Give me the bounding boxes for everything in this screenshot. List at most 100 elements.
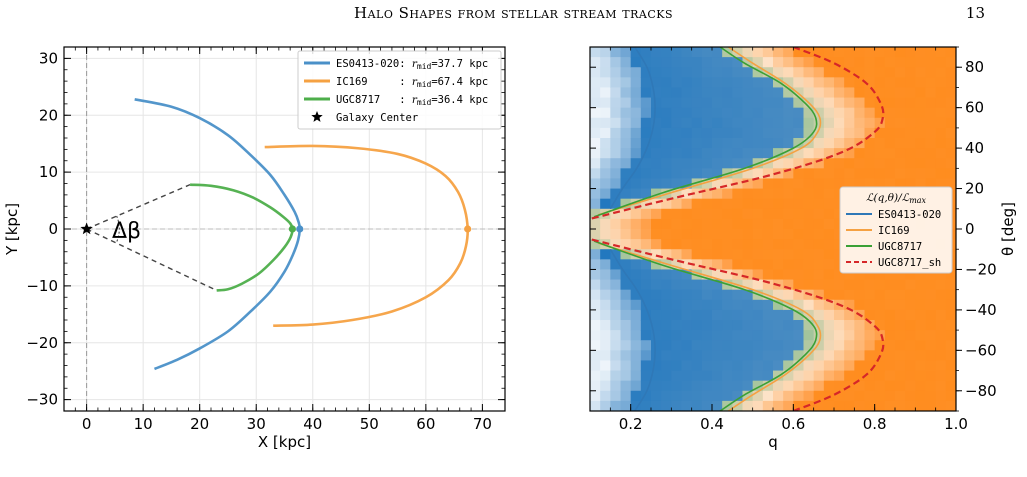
- heatmap-cell: [701, 370, 713, 382]
- legend-name-es0413: ES0413-020:: [336, 58, 412, 70]
- left-guides: [64, 47, 505, 411]
- heatmap-cell: [600, 400, 611, 411]
- heatmap-cell: [823, 117, 835, 129]
- heatmap-cell: [651, 107, 662, 119]
- heatmap-cell: [732, 330, 744, 341]
- heatmap-cell: [651, 188, 662, 200]
- heatmap-cell: [854, 320, 866, 331]
- heatmap-cell: [661, 320, 672, 331]
- heatmap-cell: [773, 107, 784, 119]
- heatmap-cell: [610, 127, 622, 139]
- heatmap-cell: [661, 299, 672, 311]
- heatmap-cell: [712, 47, 723, 58]
- heatmap-cell: [600, 87, 611, 99]
- heatmap-cell: [712, 148, 723, 159]
- heatmap-cell: [854, 178, 866, 190]
- heatmap-cell: [722, 380, 733, 392]
- heatmap-cell: [681, 57, 693, 68]
- heatmap-cell: [773, 67, 784, 78]
- heatmap-cell: [762, 127, 774, 139]
- heatmap-cell: [864, 158, 876, 169]
- heatmap-cell: [834, 360, 845, 372]
- heatmap-cell: [742, 138, 754, 149]
- heatmap-cell: [701, 350, 713, 362]
- heatmap-cell: [590, 320, 601, 331]
- heatmap-cell: [712, 117, 723, 129]
- heatmap-cell: [783, 218, 794, 230]
- heatmap-cell: [884, 178, 896, 190]
- heatmap-cell: [640, 229, 652, 240]
- heatmap-cell: [742, 47, 754, 58]
- heatmap-cell: [834, 350, 845, 362]
- heatmap-cell: [752, 390, 764, 402]
- heatmap-cell: [712, 127, 723, 139]
- heatmap-cell: [620, 400, 632, 411]
- heatmap-cell: [590, 107, 601, 119]
- heatmap-cell: [915, 289, 927, 301]
- heatmap-cell: [712, 269, 723, 281]
- heatmap-cell: [874, 47, 886, 58]
- heatmap-cell: [884, 168, 896, 180]
- heatmap-cell: [752, 370, 764, 382]
- heatmap-cell: [640, 380, 652, 392]
- heatmap-cell: [762, 370, 774, 382]
- heatmap-cell: [661, 148, 672, 159]
- heatmap-cell: [610, 370, 622, 382]
- heatmap-cell: [712, 340, 723, 351]
- heatmap-cell: [752, 400, 764, 411]
- heatmap-cell: [722, 208, 733, 220]
- heatmap-cell: [610, 380, 622, 392]
- heatmap-cell: [701, 259, 713, 271]
- heatmap-cell: [793, 107, 805, 119]
- heatmap-cell: [590, 178, 601, 190]
- heatmap-cell: [752, 309, 764, 321]
- heatmap-cell: [834, 380, 845, 392]
- likelihood-contours: [590, 47, 885, 411]
- heatmap-cell: [620, 249, 632, 260]
- heatmap-cell: [661, 198, 672, 210]
- heatmap-cell: [854, 370, 866, 382]
- heatmap-cell: [884, 77, 896, 89]
- heatmap-cell: [600, 127, 611, 139]
- heatmap-cell: [864, 47, 876, 58]
- heatmap-cell: [884, 320, 896, 331]
- heatmap-cell: [823, 340, 835, 351]
- heatmap-cell: [712, 239, 723, 250]
- heatmap-cell: [722, 138, 733, 149]
- heatmap-cell: [925, 269, 937, 281]
- heatmap-cell: [925, 127, 937, 139]
- heatmap-cell: [793, 229, 805, 240]
- heatmap-cell: [691, 107, 703, 119]
- heatmap-cell: [935, 97, 947, 109]
- heatmap-cell: [651, 289, 662, 301]
- heatmap-cell: [803, 127, 815, 139]
- heatmap-cell: [661, 380, 672, 392]
- heatmap-cell: [732, 218, 744, 230]
- heatmap-cell: [610, 249, 622, 260]
- heatmap-cell: [752, 67, 764, 78]
- heatmap-cell: [681, 279, 693, 291]
- heatmap-cell: [712, 320, 723, 331]
- heatmap-cell: [925, 77, 937, 89]
- heatmap-cell: [935, 158, 947, 169]
- heatmap-cell: [925, 57, 937, 68]
- heatmap-cell: [915, 279, 927, 291]
- heatmap-cell: [712, 57, 723, 68]
- heatmap-cell: [823, 208, 835, 220]
- heatmap-cell: [773, 390, 784, 402]
- heatmap-cell: [874, 289, 886, 301]
- heatmap-cell: [884, 269, 896, 281]
- heatmap-cell: [671, 148, 683, 159]
- heatmap-cell: [722, 218, 733, 230]
- heatmap-cell: [671, 218, 683, 230]
- heatmap-cell: [661, 330, 672, 341]
- heatmap-cell: [651, 340, 662, 351]
- heatmap-cell: [844, 87, 855, 99]
- heatmap-cell: [803, 249, 815, 260]
- heatmap-cell: [935, 370, 947, 382]
- heatmap-cell: [651, 127, 662, 139]
- heatmap-cell: [681, 299, 693, 311]
- heatmap-cell: [915, 168, 927, 180]
- heatmap-cell: [762, 360, 774, 372]
- heatmap-cell: [783, 57, 794, 68]
